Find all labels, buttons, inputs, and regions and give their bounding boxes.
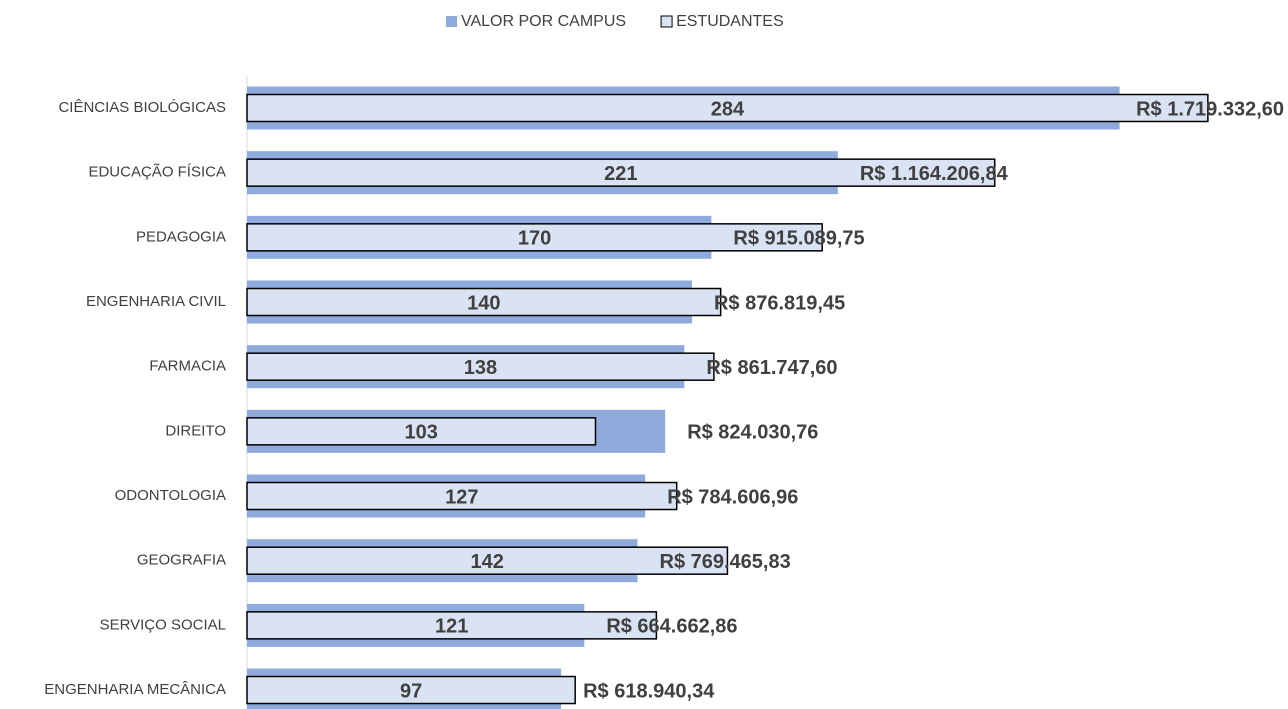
bar [246,223,823,252]
data-label: R$ 861.747,60 [706,357,837,379]
data-label: R$ 664.662,86 [606,616,737,638]
y-tick-label: GEOGRAFIA [137,552,226,569]
y-tick-label: ENGENHARIA CIVIL [86,293,226,310]
data-label: R$ 824.030,76 [687,422,818,444]
data-label: 170 [518,228,551,250]
data-label: R$ 769.465,83 [660,551,791,573]
data-label: R$ 784.606,96 [667,486,798,508]
data-label: 127 [445,486,478,508]
bar [246,417,597,446]
data-label: 142 [471,551,504,573]
data-label: R$ 1.164.206,84 [860,163,1009,185]
legend-swatch [446,16,457,27]
bar [246,287,722,317]
y-tick-label: PEDAGOGIA [136,228,226,245]
bar [246,675,576,705]
y-tick-label: EDUCAÇÃO FÍSICA [88,164,226,181]
bar [246,611,658,640]
data-label: 103 [405,422,438,444]
bar [246,158,996,187]
data-label: 121 [435,616,468,638]
bar [246,352,715,381]
y-tick-label: FARMACIA [149,358,226,375]
y-tick-label: ENGENHARIA MECÂNICA [44,681,226,698]
legend-label: ESTUDANTES [676,13,784,30]
data-label: 138 [464,357,497,379]
y-tick-label: ODONTOLOGIA [115,487,226,504]
data-label: R$ 618.940,34 [583,680,715,702]
data-label: 97 [400,680,422,702]
legend-swatch [660,15,673,28]
data-label: R$ 915.089,75 [733,228,864,250]
bar [246,481,678,511]
data-label: 221 [604,163,637,185]
legend-label: VALOR POR CAMPUS [461,13,626,30]
y-tick-label: SERVIÇO SOCIAL [100,616,226,633]
data-label: 284 [711,98,745,120]
y-tick-label: CIÊNCIAS BIOLÓGICAS [58,99,226,116]
data-label: R$ 876.819,45 [714,292,845,314]
bar [246,93,1209,123]
data-label: 140 [467,292,500,314]
y-tick-label: DIREITO [165,422,226,439]
bar [246,546,729,575]
data-label: R$ 1.719.332,60 [1136,98,1284,120]
